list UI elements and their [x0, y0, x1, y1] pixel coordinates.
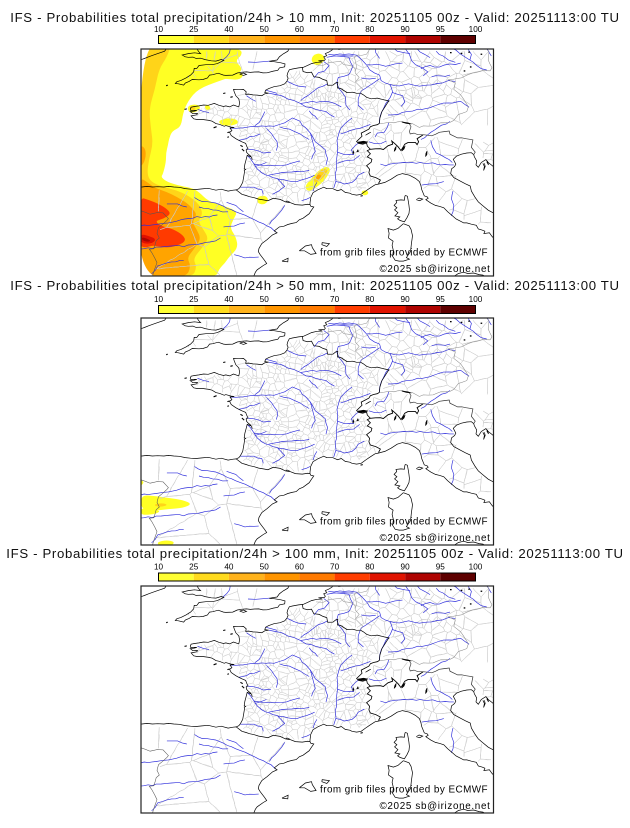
svg-text:60: 60 [295, 25, 305, 34]
svg-text:40: 40 [224, 295, 234, 304]
svg-text:10: 10 [154, 563, 164, 572]
svg-text:25: 25 [189, 295, 199, 304]
svg-text:from grib files provided by EC: from grib files provided by ECMWF [320, 517, 488, 528]
svg-text:90: 90 [401, 25, 411, 34]
svg-text:90: 90 [401, 563, 411, 572]
svg-text:70: 70 [330, 563, 340, 572]
svg-text:80: 80 [365, 563, 375, 572]
svg-text:©2025 sb@irizone.net: ©2025 sb@irizone.net [379, 264, 490, 275]
svg-text:10: 10 [154, 295, 164, 304]
svg-text:from grib files provided by EC: from grib files provided by ECMWF [320, 785, 488, 796]
svg-text:80: 80 [365, 295, 375, 304]
svg-text:50: 50 [260, 25, 270, 34]
svg-text:90: 90 [401, 295, 411, 304]
svg-text:25: 25 [189, 563, 199, 572]
svg-text:100: 100 [469, 563, 483, 572]
svg-text:©2025 sb@irizone.net: ©2025 sb@irizone.net [379, 801, 490, 812]
svg-text:70: 70 [330, 25, 340, 34]
svg-text:70: 70 [330, 295, 340, 304]
svg-text:50: 50 [260, 563, 270, 572]
svg-text:©2025 sb@irizone.net: ©2025 sb@irizone.net [379, 533, 490, 544]
svg-text:80: 80 [365, 25, 375, 34]
svg-text:50: 50 [260, 295, 270, 304]
svg-text:40: 40 [224, 25, 234, 34]
svg-text:from grib files provided by EC: from grib files provided by ECMWF [320, 248, 488, 259]
svg-text:40: 40 [224, 563, 234, 572]
svg-text:25: 25 [189, 25, 199, 34]
svg-text:100: 100 [469, 25, 483, 34]
svg-text:60: 60 [295, 295, 305, 304]
svg-text:10: 10 [154, 25, 164, 34]
svg-text:95: 95 [436, 25, 446, 34]
svg-text:60: 60 [295, 563, 305, 572]
svg-text:95: 95 [436, 295, 446, 304]
svg-text:95: 95 [436, 563, 446, 572]
svg-text:100: 100 [469, 295, 483, 304]
